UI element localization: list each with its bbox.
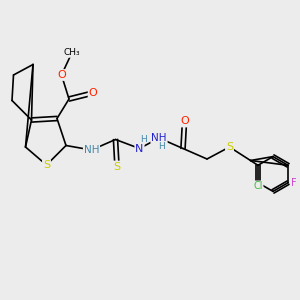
Text: H: H: [140, 135, 146, 144]
Text: O: O: [57, 70, 66, 80]
Text: S: S: [43, 160, 50, 170]
Text: O: O: [88, 88, 98, 98]
Text: S: S: [226, 142, 233, 152]
Text: O: O: [180, 116, 189, 127]
Text: N: N: [135, 143, 144, 154]
Text: S: S: [113, 161, 121, 172]
Text: CH₃: CH₃: [64, 48, 80, 57]
Text: NH: NH: [151, 133, 167, 143]
Text: NH: NH: [84, 145, 99, 155]
Text: F: F: [291, 178, 296, 188]
Text: Cl: Cl: [253, 181, 263, 191]
Text: H: H: [159, 142, 165, 152]
